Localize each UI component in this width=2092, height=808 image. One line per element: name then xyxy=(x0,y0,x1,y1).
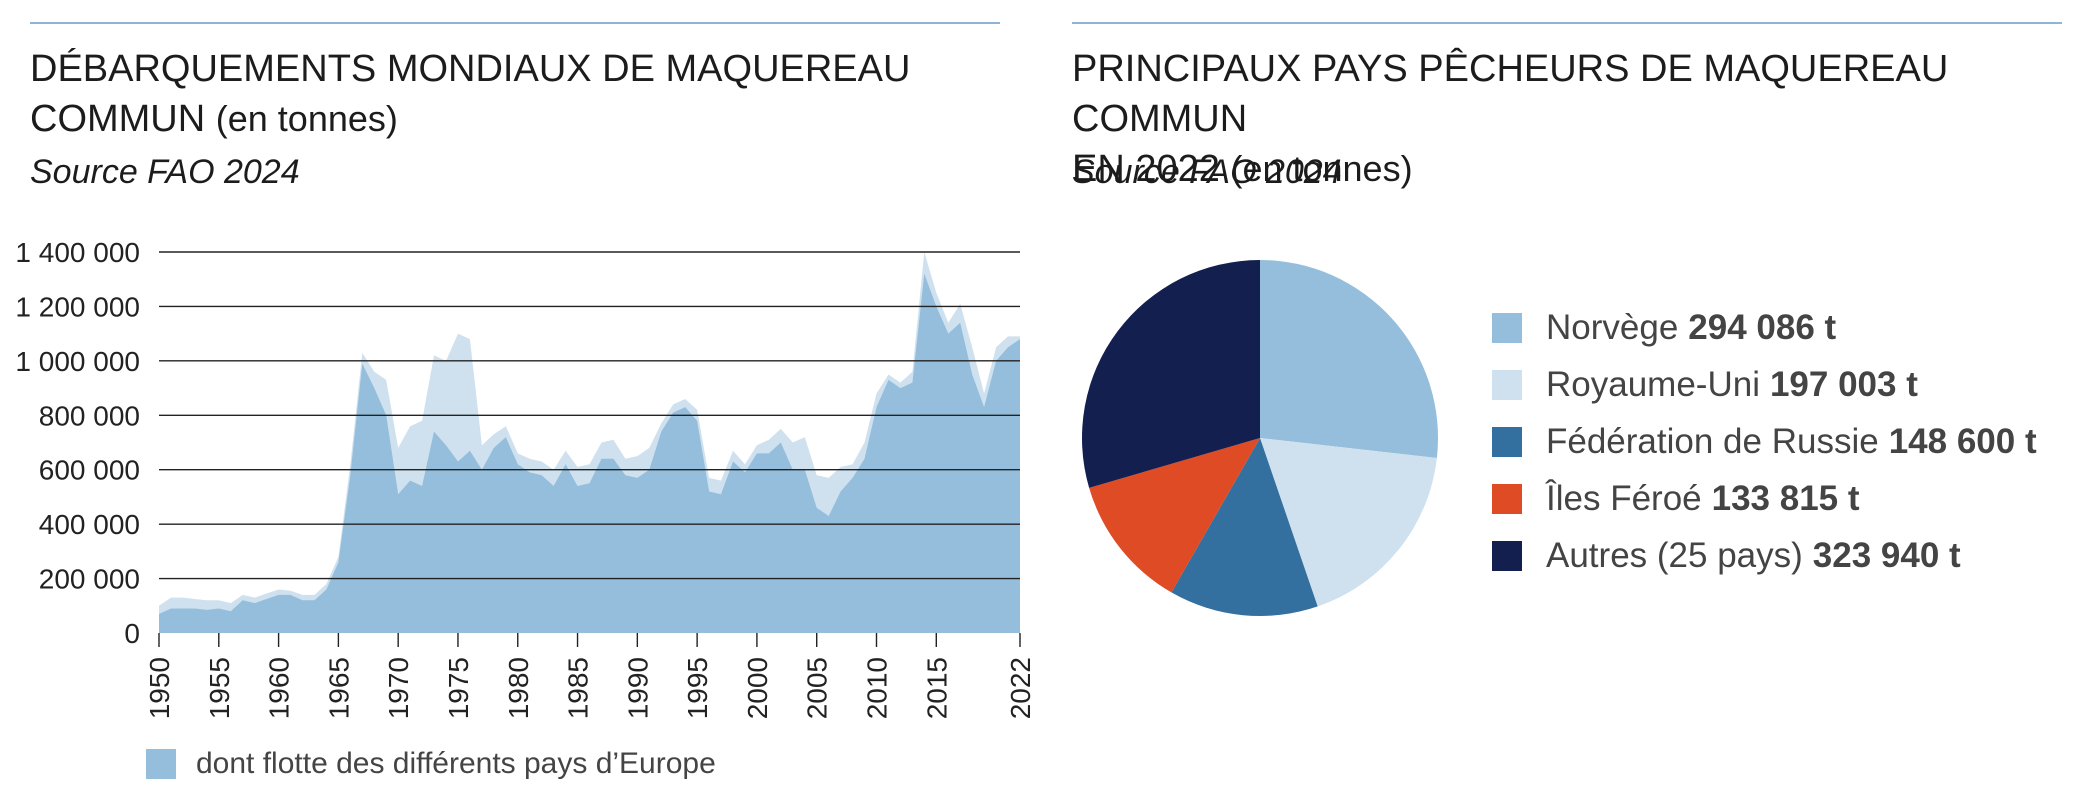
y-tick-label: 0 xyxy=(124,618,140,649)
x-tick-label: 1965 xyxy=(323,657,354,719)
left-top-rule xyxy=(30,22,1000,24)
pie-legend-value: 323 940 t xyxy=(1812,536,1961,575)
pie-slice-norway xyxy=(1260,260,1439,459)
pie-legend-value: 197 003 t xyxy=(1769,365,1918,404)
europe-legend-label: dont flotte des différents pays d’Europe xyxy=(196,747,716,780)
europe-legend-swatch xyxy=(146,749,176,779)
pie-legend-swatch xyxy=(1492,370,1522,400)
pie-slice-others xyxy=(1081,260,1260,488)
area-chart-title: DÉBARQUEMENTS MONDIAUX DE MAQUEREAU COMM… xyxy=(30,44,910,144)
y-tick-label: 400 000 xyxy=(39,509,140,540)
x-tick-label: 1975 xyxy=(443,657,474,719)
y-tick-label: 1 000 000 xyxy=(15,346,140,377)
pie-chart-source: Source FAO 2024 xyxy=(1072,153,1342,191)
pie-legend-item: Norvège 294 086 t xyxy=(1492,308,1836,348)
y-tick-label: 1 400 000 xyxy=(15,237,140,268)
pie-slice-uk xyxy=(1260,438,1437,607)
pie-legend-label: Norvège xyxy=(1546,308,1679,347)
x-tick-label: 2015 xyxy=(921,657,952,719)
area-chart-unit: (en tonnes) xyxy=(215,98,398,139)
x-tick-label: 1960 xyxy=(264,657,295,719)
pie-chart-title-line1: PRINCIPAUX PAYS PÊCHEURS DE MAQUEREAU CO… xyxy=(1072,48,1949,140)
x-tick-label: 1955 xyxy=(204,657,235,719)
pie-legend-label: Îles Féroé xyxy=(1546,479,1702,518)
pie-legend-item: Autres (25 pays) 323 940 t xyxy=(1492,536,1961,576)
area-legend: dont flotte des différents pays d’Europe xyxy=(146,747,716,781)
x-tick-label: 1980 xyxy=(503,657,534,719)
x-tick-label: 1950 xyxy=(144,657,175,719)
right-top-rule xyxy=(1072,22,2062,24)
pie-legend-item: Îles Féroé 133 815 t xyxy=(1492,479,1860,519)
area-chart-source: Source FAO 2024 xyxy=(30,153,300,191)
pie-legend-label: Fédération de Russie xyxy=(1546,422,1879,461)
pie-legend-value: 294 086 t xyxy=(1688,308,1837,347)
pie-legend-item: Fédération de Russie 148 600 t xyxy=(1492,422,2037,462)
x-tick-label: 2010 xyxy=(862,657,893,719)
area-chart-title-line1: DÉBARQUEMENTS MONDIAUX DE MAQUEREAU xyxy=(30,48,911,90)
y-tick-label: 1 200 000 xyxy=(15,291,140,322)
area-chart-title-line2: COMMUN xyxy=(30,98,206,140)
pie-legend-value: 133 815 t xyxy=(1711,479,1860,518)
pie-chart-unit: (en tonnes) xyxy=(1230,148,1413,189)
pie-slice-russia xyxy=(1171,438,1318,617)
x-tick-label: 1995 xyxy=(682,657,713,719)
pie-legend-swatch xyxy=(1492,427,1522,457)
area-chart: 0 200 000 400 000 600 000 800 000 1 000 000 1 … xyxy=(15,237,1036,719)
x-tick-label: 1985 xyxy=(563,657,594,719)
y-tick-label: 800 000 xyxy=(39,400,140,431)
y-tick-label: 200 000 xyxy=(39,564,140,595)
pie-chart-title-line2: EN 2022 xyxy=(1072,148,1220,190)
y-tick-label: 600 000 xyxy=(39,455,140,486)
pie-legend-swatch xyxy=(1492,313,1522,343)
pie-chart xyxy=(1081,260,1439,617)
x-tick-label: 1990 xyxy=(622,657,653,719)
pie-slice-faroe xyxy=(1089,438,1260,593)
pie-legend-label: Royaume-Uni xyxy=(1546,365,1760,404)
europe-fleet-area xyxy=(159,273,1020,633)
x-tick-label: 1970 xyxy=(383,657,414,719)
pie-legend-item: Royaume-Uni 197 003 t xyxy=(1492,365,1918,405)
x-tick-label: 2005 xyxy=(802,657,833,719)
pie-legend-swatch xyxy=(1492,541,1522,571)
pie-legend-swatch xyxy=(1492,484,1522,514)
pie-chart-title: PRINCIPAUX PAYS PÊCHEURS DE MAQUEREAU CO… xyxy=(1072,44,2092,194)
x-tick-label: 2000 xyxy=(742,657,773,719)
pie-legend-label: Autres (25 pays) xyxy=(1546,536,1803,575)
x-tick-label: 2022 xyxy=(1005,657,1036,719)
pie-legend-value: 148 600 t xyxy=(1888,422,2037,461)
